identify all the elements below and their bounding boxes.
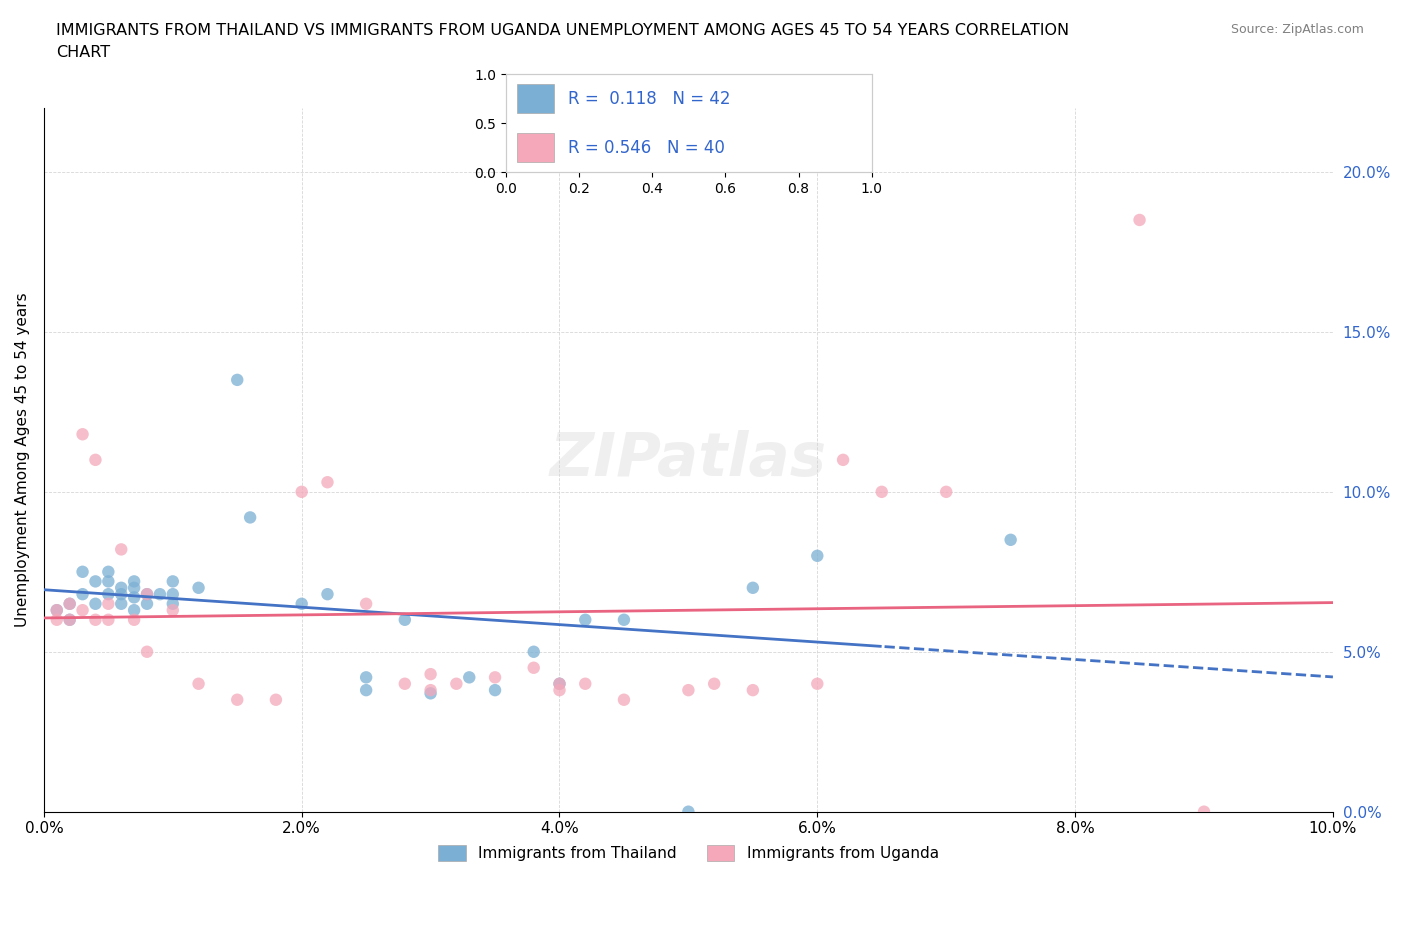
Point bbox=[84, 574, 107, 589]
Point bbox=[136, 596, 159, 611]
Point bbox=[97, 565, 120, 579]
Point bbox=[136, 587, 159, 602]
Point bbox=[316, 587, 339, 602]
Point bbox=[59, 612, 82, 627]
Point bbox=[110, 587, 132, 602]
Point bbox=[741, 683, 763, 698]
Point bbox=[149, 587, 172, 602]
Point bbox=[354, 596, 377, 611]
Point bbox=[72, 587, 94, 602]
Point bbox=[45, 612, 67, 627]
Point bbox=[97, 574, 120, 589]
Point bbox=[45, 603, 67, 618]
Point bbox=[484, 683, 506, 698]
Point bbox=[187, 580, 209, 595]
Text: R = 0.546   N = 40: R = 0.546 N = 40 bbox=[568, 139, 725, 156]
Point bbox=[484, 670, 506, 684]
Point bbox=[574, 612, 596, 627]
Point bbox=[703, 676, 725, 691]
Point bbox=[548, 676, 571, 691]
Text: IMMIGRANTS FROM THAILAND VS IMMIGRANTS FROM UGANDA UNEMPLOYMENT AMONG AGES 45 TO: IMMIGRANTS FROM THAILAND VS IMMIGRANTS F… bbox=[56, 23, 1070, 38]
Point bbox=[84, 596, 107, 611]
Point bbox=[1192, 804, 1215, 819]
Point bbox=[226, 372, 249, 387]
Point bbox=[548, 676, 571, 691]
Point bbox=[446, 676, 468, 691]
Point bbox=[162, 603, 184, 618]
Point bbox=[419, 686, 441, 701]
Point bbox=[613, 692, 636, 707]
Point bbox=[291, 485, 314, 499]
Point bbox=[110, 580, 132, 595]
Point bbox=[72, 565, 94, 579]
Point bbox=[162, 574, 184, 589]
Y-axis label: Unemployment Among Ages 45 to 54 years: Unemployment Among Ages 45 to 54 years bbox=[15, 293, 30, 627]
Point bbox=[394, 612, 416, 627]
Point bbox=[122, 574, 145, 589]
Point bbox=[97, 612, 120, 627]
Point bbox=[1000, 532, 1022, 547]
Point bbox=[574, 676, 596, 691]
Legend: Immigrants from Thailand, Immigrants from Uganda: Immigrants from Thailand, Immigrants fro… bbox=[432, 839, 945, 868]
Point bbox=[394, 676, 416, 691]
Point bbox=[239, 510, 262, 525]
Point bbox=[226, 692, 249, 707]
Point bbox=[354, 670, 377, 684]
Point bbox=[110, 542, 132, 557]
Point bbox=[72, 427, 94, 442]
Point bbox=[136, 587, 159, 602]
Point bbox=[122, 603, 145, 618]
Point bbox=[162, 587, 184, 602]
Point bbox=[97, 587, 120, 602]
Point bbox=[59, 596, 82, 611]
Point bbox=[806, 549, 828, 564]
Point bbox=[97, 596, 120, 611]
Point bbox=[45, 603, 67, 618]
Point bbox=[458, 670, 481, 684]
Point bbox=[187, 676, 209, 691]
Point bbox=[354, 683, 377, 698]
Point bbox=[264, 692, 287, 707]
Point bbox=[316, 475, 339, 490]
Point bbox=[548, 683, 571, 698]
Point bbox=[419, 667, 441, 682]
Point bbox=[832, 452, 855, 467]
Text: ZIPatlas: ZIPatlas bbox=[550, 431, 827, 489]
Point bbox=[122, 580, 145, 595]
Point bbox=[59, 596, 82, 611]
Point bbox=[291, 596, 314, 611]
Point bbox=[162, 596, 184, 611]
Point bbox=[122, 612, 145, 627]
Point bbox=[523, 660, 546, 675]
Point bbox=[84, 612, 107, 627]
Point bbox=[935, 485, 957, 499]
Text: CHART: CHART bbox=[56, 45, 110, 60]
Point bbox=[1128, 213, 1150, 228]
FancyBboxPatch shape bbox=[517, 85, 554, 113]
Point bbox=[678, 804, 700, 819]
Text: R =  0.118   N = 42: R = 0.118 N = 42 bbox=[568, 90, 731, 108]
FancyBboxPatch shape bbox=[517, 133, 554, 163]
Point bbox=[419, 683, 441, 698]
Point bbox=[806, 676, 828, 691]
Point bbox=[741, 580, 763, 595]
Point bbox=[678, 683, 700, 698]
Point bbox=[870, 485, 893, 499]
Point bbox=[110, 596, 132, 611]
Point bbox=[523, 644, 546, 659]
Point bbox=[84, 452, 107, 467]
Point bbox=[59, 612, 82, 627]
Point bbox=[72, 603, 94, 618]
Point bbox=[122, 590, 145, 604]
Point bbox=[613, 612, 636, 627]
Point bbox=[136, 644, 159, 659]
Text: Source: ZipAtlas.com: Source: ZipAtlas.com bbox=[1230, 23, 1364, 36]
